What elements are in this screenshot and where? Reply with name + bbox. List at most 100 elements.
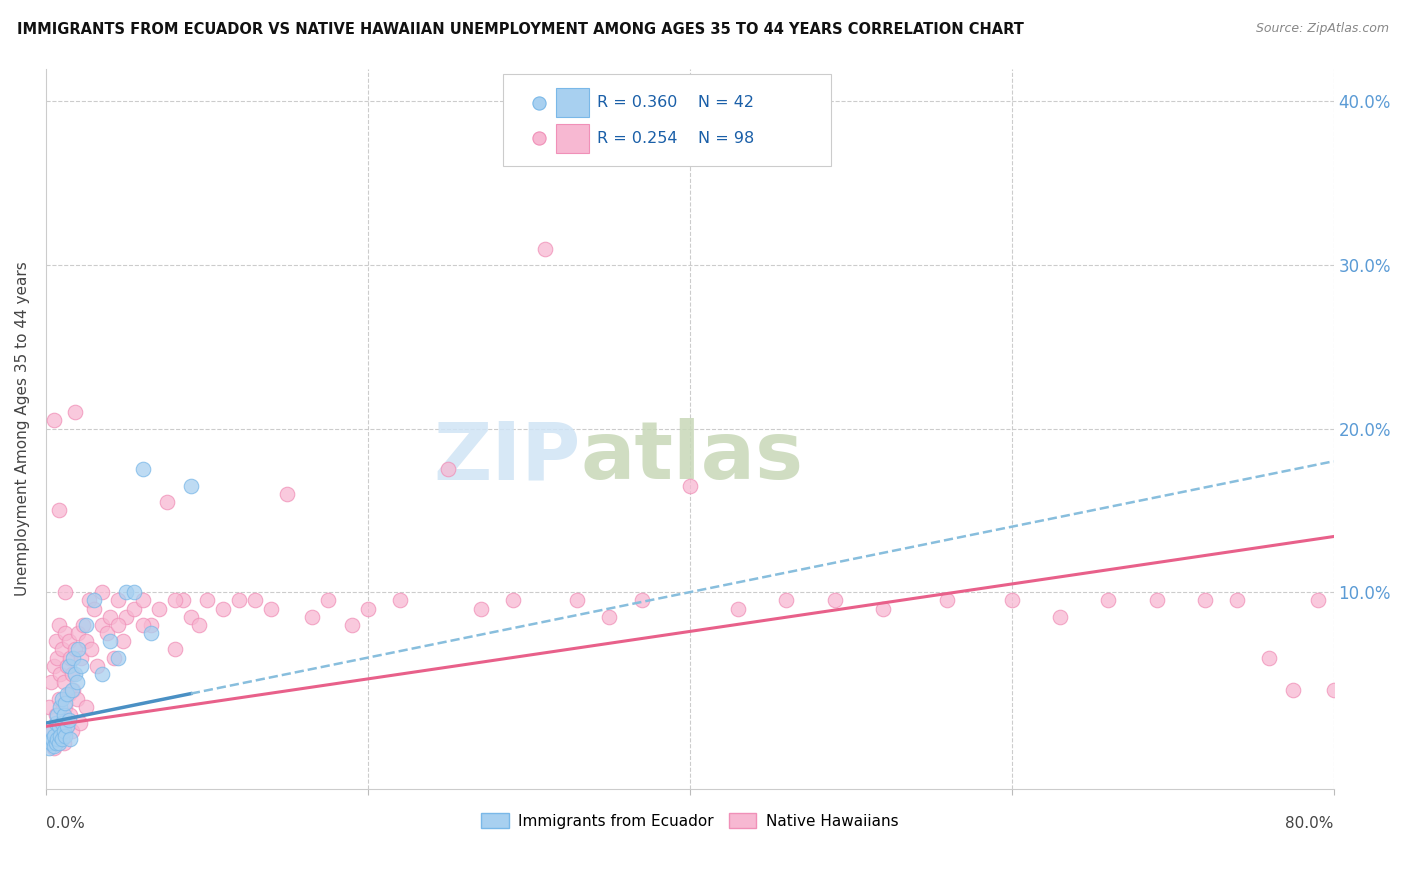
Point [56, 687, 79, 701]
Point [148, 601, 170, 615]
Point [51, 642, 73, 657]
Point [96, 626, 118, 640]
Point [42, 740, 65, 755]
Point [872, 601, 894, 615]
Text: 80.0%: 80.0% [1285, 816, 1334, 831]
Point [1146, 593, 1168, 607]
Text: R = 0.360    N = 42: R = 0.360 N = 42 [598, 95, 754, 110]
Point [131, 593, 153, 607]
Point [115, 585, 138, 599]
Point [75, 634, 97, 648]
Point [565, 593, 588, 607]
Point [62, 683, 84, 698]
Point [58, 687, 80, 701]
Point [107, 618, 129, 632]
Point [824, 593, 846, 607]
Point [41, 732, 63, 747]
Point [46, 650, 69, 665]
Point [65, 691, 87, 706]
Point [775, 593, 797, 607]
Legend: Immigrants from Ecuador, Native Hawaiians: Immigrants from Ecuador, Native Hawaiian… [475, 806, 904, 835]
Point [91, 585, 114, 599]
Point [42, 729, 65, 743]
Point [139, 618, 162, 632]
Point [48, 736, 70, 750]
Text: R = 0.254    N = 98: R = 0.254 N = 98 [598, 131, 755, 145]
Point [139, 626, 162, 640]
Point [60, 724, 83, 739]
Point [156, 495, 179, 509]
Point [60, 667, 83, 681]
Text: IMMIGRANTS FROM ECUADOR VS NATIVE HAWAIIAN UNEMPLOYMENT AMONG AGES 35 TO 44 YEAR: IMMIGRANTS FROM ECUADOR VS NATIVE HAWAII… [17, 22, 1024, 37]
Point [60, 683, 83, 698]
Point [52, 736, 75, 750]
Point [502, 593, 524, 607]
Point [56, 658, 79, 673]
FancyBboxPatch shape [555, 124, 589, 153]
Point [52, 707, 75, 722]
Text: 0.0%: 0.0% [46, 816, 84, 831]
Point [75, 699, 97, 714]
FancyBboxPatch shape [555, 88, 589, 117]
FancyBboxPatch shape [503, 73, 831, 166]
Point [534, 242, 557, 256]
Point [49, 667, 72, 681]
Point [301, 609, 323, 624]
Point [58, 634, 80, 648]
Point [163, 642, 186, 657]
Point [48, 618, 70, 632]
Point [228, 593, 250, 607]
Point [72, 618, 94, 632]
Point [51, 716, 73, 731]
Point [38, 740, 60, 755]
Point [52, 675, 75, 690]
Point [98, 609, 121, 624]
Point [212, 601, 235, 615]
Point [316, 593, 339, 607]
Point [124, 585, 146, 599]
Point [98, 634, 121, 648]
Point [276, 487, 298, 501]
Point [51, 732, 73, 747]
Point [62, 650, 84, 665]
Point [103, 650, 125, 665]
Point [48, 719, 70, 733]
Text: atlas: atlas [581, 418, 803, 496]
Point [260, 601, 283, 615]
Point [1323, 683, 1346, 698]
Point [41, 724, 63, 739]
Point [80, 642, 103, 657]
Point [45, 716, 67, 731]
Point [45, 634, 67, 648]
Point [46, 732, 69, 747]
Point [42, 739, 65, 753]
Point [39, 675, 62, 690]
Point [727, 601, 749, 615]
Point [340, 618, 363, 632]
Point [1226, 593, 1249, 607]
Point [83, 593, 105, 607]
Point [180, 609, 202, 624]
Point [172, 593, 194, 607]
Point [58, 713, 80, 727]
Point [63, 667, 86, 681]
Y-axis label: Unemployment Among Ages 35 to 44 years: Unemployment Among Ages 35 to 44 years [15, 261, 30, 596]
Point [70, 658, 93, 673]
Point [1282, 683, 1305, 698]
Point [69, 716, 91, 731]
Point [107, 593, 129, 607]
Point [437, 462, 460, 476]
Point [53, 699, 76, 714]
Point [67, 626, 90, 640]
Point [180, 479, 202, 493]
Point [65, 675, 87, 690]
Point [46, 707, 69, 722]
Point [48, 503, 70, 517]
Text: Source: ZipAtlas.com: Source: ZipAtlas.com [1256, 22, 1389, 36]
Point [48, 691, 70, 706]
Point [1097, 593, 1119, 607]
Point [38, 699, 60, 714]
Point [630, 593, 652, 607]
Point [39, 736, 62, 750]
Point [936, 593, 959, 607]
